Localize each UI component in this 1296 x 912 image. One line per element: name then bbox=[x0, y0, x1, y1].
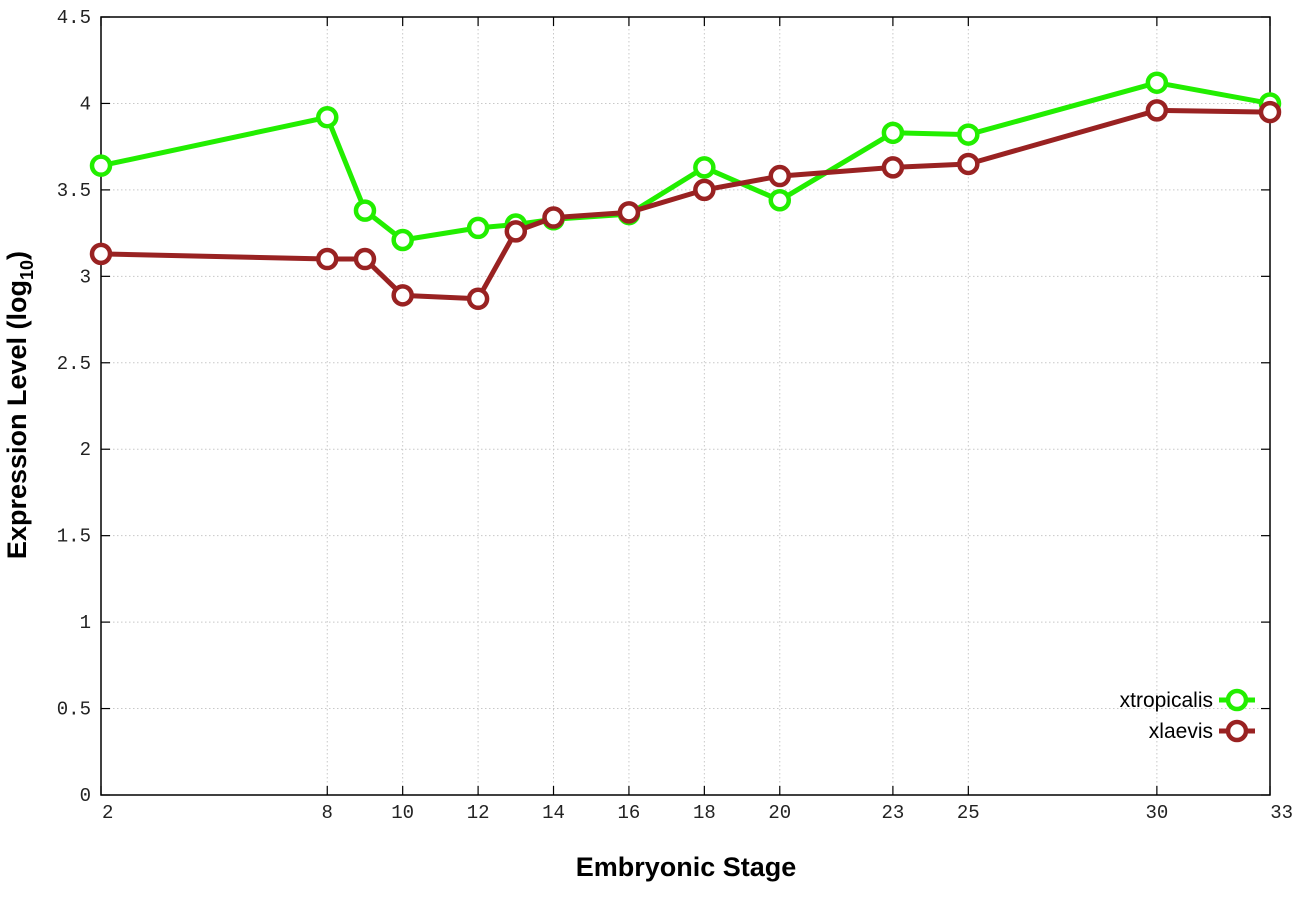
data-point-xlaevis bbox=[316, 247, 339, 271]
data-point-xtropicalis bbox=[768, 189, 792, 212]
series-line-xlaevis bbox=[100, 107, 1271, 302]
data-point-xlaevis bbox=[504, 220, 528, 243]
y-tick-label: 0.5 bbox=[57, 699, 91, 721]
data-point-xlaevis bbox=[391, 284, 414, 307]
y-axis-title-subscript: 10 bbox=[17, 260, 37, 280]
y-tick-label: 3.5 bbox=[57, 180, 91, 202]
legend-label-xtropicalis: xtropicalis bbox=[1120, 689, 1213, 712]
x-tick-label: 23 bbox=[881, 802, 904, 824]
tick-layer: 0 0.5 1 1.5 2 2.5 3 3.5 4 4.5 2 8 10 12 14 16 18 20 23 25 30… bbox=[57, 7, 1293, 824]
data-point-xtropicalis bbox=[693, 156, 716, 179]
x-tick-label: 8 bbox=[322, 802, 333, 824]
data-point-xlaevis bbox=[353, 247, 377, 271]
data-point-xtropicalis bbox=[391, 228, 414, 252]
data-point-xlaevis bbox=[957, 152, 980, 176]
y-tick-label: 0 bbox=[80, 785, 91, 807]
series-line-xtropicalis bbox=[100, 80, 1271, 243]
x-tick-label: 14 bbox=[542, 802, 565, 824]
legend: xtropicalis xlaevis bbox=[1120, 688, 1255, 743]
x-tick-label: 2 bbox=[102, 802, 113, 824]
y-tick-label: 2 bbox=[80, 439, 91, 461]
data-point-xlaevis bbox=[466, 287, 490, 311]
series-layer bbox=[89, 71, 1282, 311]
data-point-xlaevis bbox=[617, 201, 641, 224]
data-point-xtropicalis bbox=[1145, 71, 1169, 94]
x-tick-label: 20 bbox=[768, 802, 791, 824]
x-tick-label: 16 bbox=[618, 802, 641, 824]
x-tick-label: 18 bbox=[693, 802, 716, 824]
data-point-xtropicalis bbox=[316, 106, 339, 129]
legend-marker-xtropicalis bbox=[1225, 688, 1249, 712]
y-tick-label: 3 bbox=[80, 266, 91, 288]
y-axis-title: Expression Level (log10) bbox=[2, 251, 37, 559]
y-axis-title-close: ) bbox=[2, 251, 32, 260]
x-axis-title: Embryonic Stage bbox=[576, 852, 797, 882]
data-point-xtropicalis bbox=[466, 216, 490, 240]
data-point-xlaevis bbox=[89, 242, 113, 266]
x-tick-label: 30 bbox=[1145, 802, 1168, 824]
y-tick-label: 4.5 bbox=[57, 7, 91, 29]
x-tick-label: 10 bbox=[391, 802, 414, 824]
data-point-xlaevis bbox=[768, 164, 792, 188]
data-point-xtropicalis bbox=[353, 199, 377, 222]
x-tick-label: 25 bbox=[957, 802, 980, 824]
grid-layer bbox=[101, 17, 1270, 795]
y-tick-label: 4 bbox=[80, 93, 91, 115]
y-tick-label: 2.5 bbox=[57, 353, 91, 375]
y-tick-label: 1.5 bbox=[57, 526, 91, 548]
legend-marker-xlaevis bbox=[1225, 719, 1249, 743]
plot-frame bbox=[100, 16, 1271, 796]
data-point-xtropicalis bbox=[881, 121, 905, 145]
y-tick-label: 1 bbox=[80, 612, 91, 634]
data-point-xlaevis bbox=[881, 156, 905, 179]
data-point-xlaevis bbox=[1145, 99, 1169, 122]
data-point-xtropicalis bbox=[957, 123, 980, 146]
x-tick-label: 33 bbox=[1270, 802, 1293, 824]
x-tick-label: 12 bbox=[467, 802, 490, 824]
data-point-xlaevis bbox=[693, 178, 716, 202]
data-point-xlaevis bbox=[1258, 100, 1282, 124]
data-point-xtropicalis bbox=[89, 154, 113, 177]
legend-label-xlaevis: xlaevis bbox=[1149, 720, 1213, 743]
y-axis-title-main: Expression Level (log bbox=[2, 280, 32, 559]
data-point-xlaevis bbox=[542, 206, 565, 229]
